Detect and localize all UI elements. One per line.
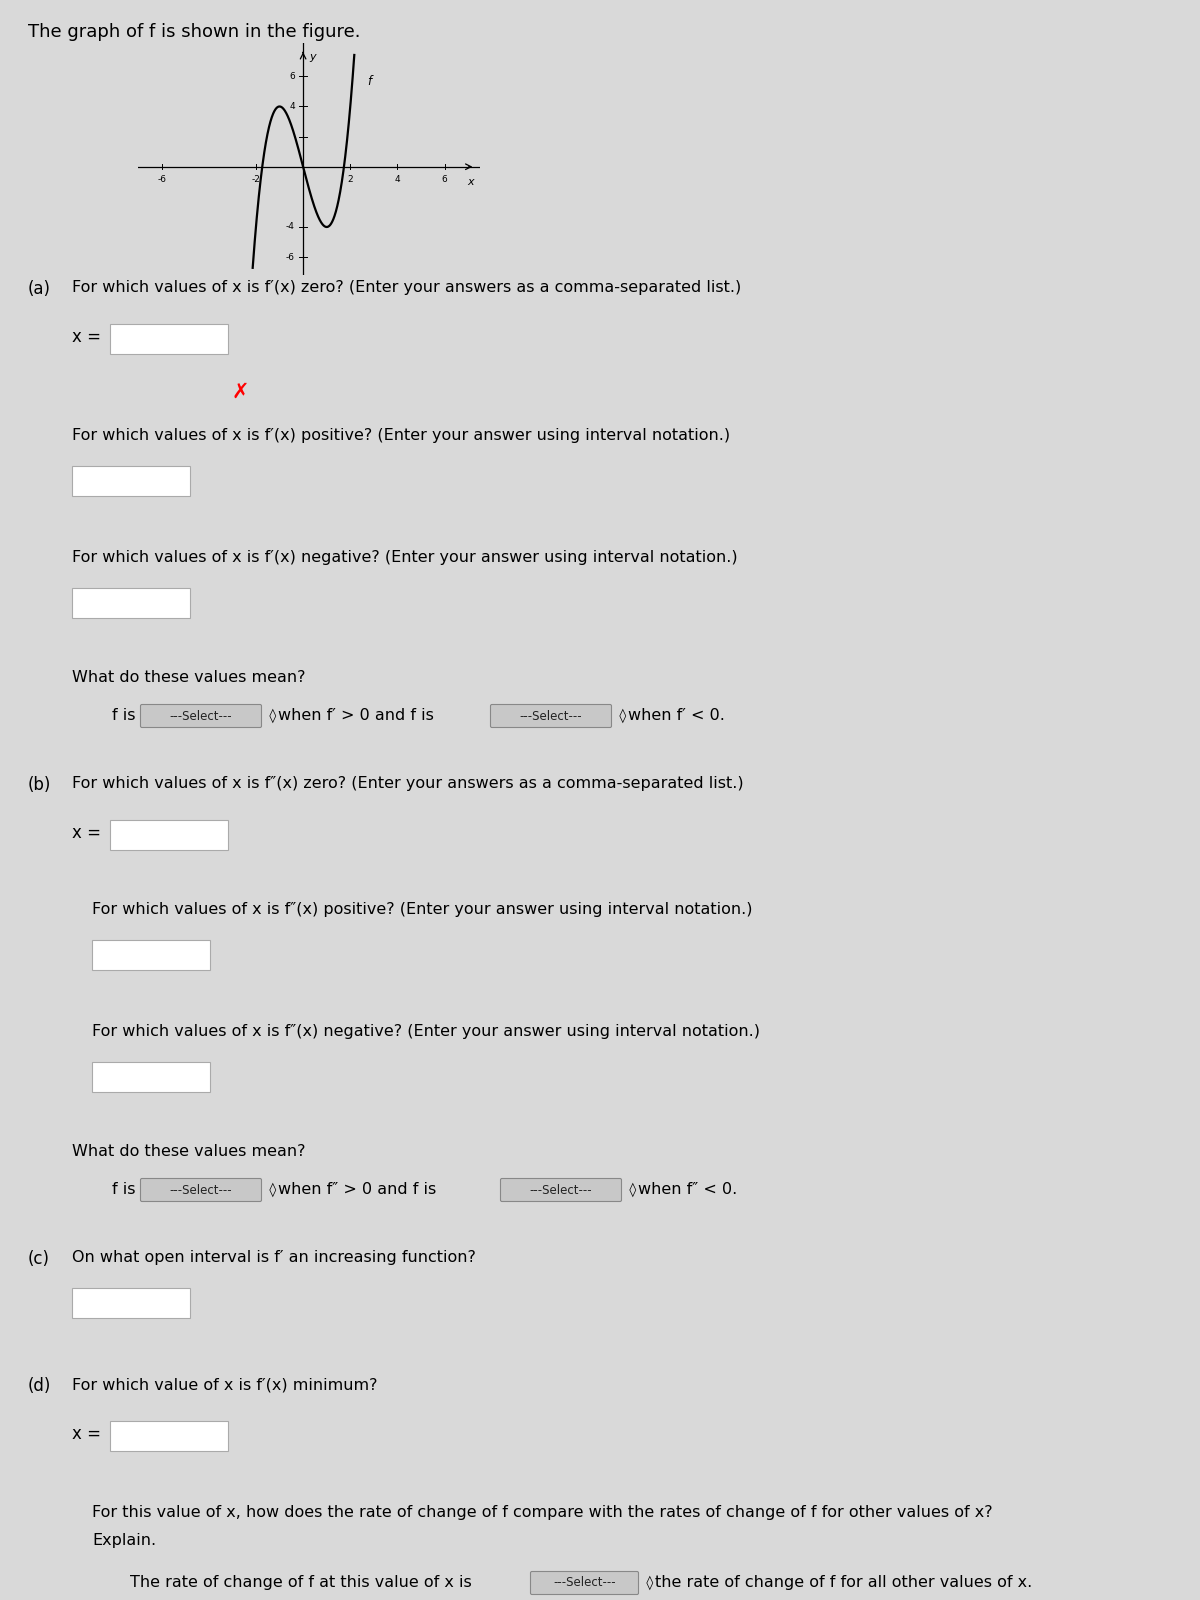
FancyBboxPatch shape	[92, 1062, 210, 1091]
Text: when f′ < 0.: when f′ < 0.	[628, 707, 725, 723]
Text: f: f	[367, 75, 371, 88]
Text: What do these values mean?: What do these values mean?	[72, 670, 306, 685]
Text: (d): (d)	[28, 1378, 52, 1395]
FancyBboxPatch shape	[72, 1288, 190, 1318]
Text: ◊: ◊	[265, 1182, 276, 1197]
Text: x =: x =	[72, 328, 101, 346]
Text: ---Select---: ---Select---	[169, 1184, 233, 1197]
FancyBboxPatch shape	[110, 323, 228, 354]
FancyBboxPatch shape	[110, 819, 228, 850]
Text: ---Select---: ---Select---	[520, 709, 582, 723]
Text: 4: 4	[289, 102, 295, 110]
FancyBboxPatch shape	[92, 939, 210, 970]
Text: ---Select---: ---Select---	[169, 709, 233, 723]
FancyBboxPatch shape	[110, 1421, 228, 1451]
FancyBboxPatch shape	[72, 587, 190, 618]
Text: 4: 4	[395, 174, 401, 184]
Text: f is: f is	[112, 707, 136, 723]
Text: The rate of change of f at this value of x is: The rate of change of f at this value of…	[130, 1574, 472, 1590]
Text: ---Select---: ---Select---	[529, 1184, 593, 1197]
Text: ◊: ◊	[625, 1182, 636, 1197]
FancyBboxPatch shape	[530, 1571, 638, 1595]
FancyBboxPatch shape	[491, 704, 612, 728]
Text: x =: x =	[72, 824, 101, 842]
Text: x: x	[467, 178, 474, 187]
Text: For which values of x is f″(x) positive? (Enter your answer using interval notat: For which values of x is f″(x) positive?…	[92, 902, 752, 917]
Text: -2: -2	[252, 174, 260, 184]
Text: For which value of x is f′(x) minimum?: For which value of x is f′(x) minimum?	[72, 1378, 378, 1392]
Text: -6: -6	[286, 253, 295, 262]
Text: For which values of x is f′(x) zero? (Enter your answers as a comma-separated li: For which values of x is f′(x) zero? (En…	[72, 280, 742, 294]
Text: (c): (c)	[28, 1250, 50, 1267]
Text: For which values of x is f″(x) negative? (Enter your answer using interval notat: For which values of x is f″(x) negative?…	[92, 1024, 760, 1038]
Text: -4: -4	[286, 222, 295, 232]
Text: y: y	[308, 53, 316, 62]
Text: the rate of change of f for all other values of x.: the rate of change of f for all other va…	[655, 1574, 1032, 1590]
Text: (a): (a)	[28, 280, 50, 298]
Text: ◊: ◊	[265, 707, 276, 723]
Text: What do these values mean?: What do these values mean?	[72, 1144, 306, 1158]
Text: ✗: ✗	[232, 382, 250, 402]
Text: For this value of x, how does the rate of change of f compare with the rates of : For this value of x, how does the rate o…	[92, 1506, 992, 1520]
FancyBboxPatch shape	[140, 704, 262, 728]
Text: when f′ > 0 and f is: when f′ > 0 and f is	[278, 707, 434, 723]
Text: 6: 6	[442, 174, 448, 184]
Text: 2: 2	[348, 174, 353, 184]
Text: For which values of x is f′(x) negative? (Enter your answer using interval notat: For which values of x is f′(x) negative?…	[72, 550, 738, 565]
Text: (b): (b)	[28, 776, 52, 794]
Text: when f″ < 0.: when f″ < 0.	[638, 1182, 737, 1197]
Text: For which values of x is f′(x) positive? (Enter your answer using interval notat: For which values of x is f′(x) positive?…	[72, 427, 730, 443]
FancyBboxPatch shape	[72, 466, 190, 496]
Text: The graph of f is shown in the figure.: The graph of f is shown in the figure.	[28, 22, 360, 42]
Text: f is: f is	[112, 1182, 136, 1197]
Text: -6: -6	[157, 174, 166, 184]
FancyBboxPatch shape	[500, 1179, 622, 1202]
Text: For which values of x is f″(x) zero? (Enter your answers as a comma-separated li: For which values of x is f″(x) zero? (En…	[72, 776, 744, 790]
Text: ◊: ◊	[616, 707, 626, 723]
Text: ◊: ◊	[642, 1574, 653, 1589]
Text: Explain.: Explain.	[92, 1533, 156, 1549]
Text: 6: 6	[289, 72, 295, 82]
Text: x =: x =	[72, 1426, 101, 1443]
Text: On what open interval is f′ an increasing function?: On what open interval is f′ an increasin…	[72, 1250, 476, 1266]
FancyBboxPatch shape	[140, 1179, 262, 1202]
Text: ---Select---: ---Select---	[553, 1576, 616, 1589]
Text: when f″ > 0 and f is: when f″ > 0 and f is	[278, 1182, 437, 1197]
